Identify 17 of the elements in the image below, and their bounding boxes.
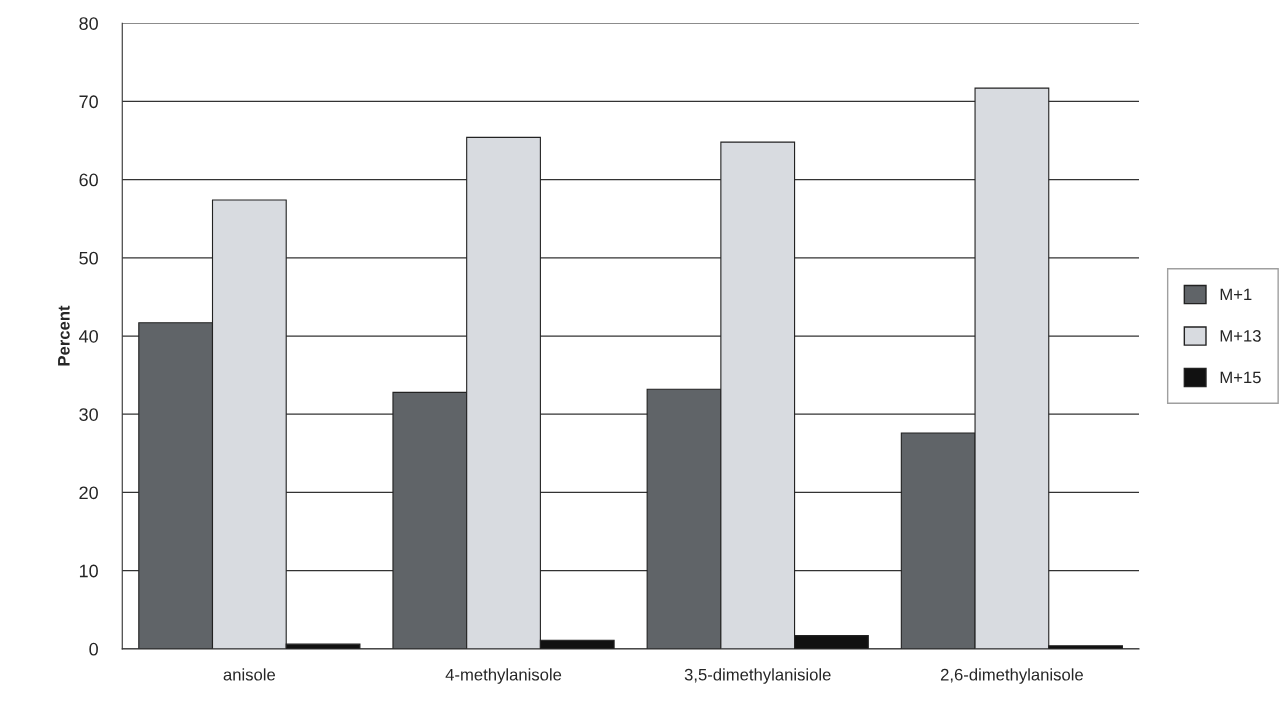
y-tick-label: 30: [79, 408, 98, 421]
y-tick-label: 40: [78, 329, 98, 343]
y-tick-label: 10: [79, 564, 98, 578]
y-tick-label: 20: [79, 486, 98, 500]
legend-label: M+15: [1220, 371, 1261, 384]
x-tick-label: 4-methylanisole: [445, 668, 562, 684]
y-tick-label: 60: [79, 173, 98, 187]
y-axis-title: Percent: [58, 305, 70, 366]
legend-label: M+1: [1220, 288, 1252, 301]
x-tick-label: 2,6-dimethylanisole: [940, 668, 1083, 684]
x-tick-label: anisole: [223, 668, 276, 681]
y-tick-label: 0: [89, 642, 98, 656]
y-tick-label: 80: [79, 17, 98, 30]
x-tick-label: 3,5-dimethylanisiole: [684, 668, 831, 684]
y-tick-label: 50: [79, 251, 98, 265]
y-tick-label: 70: [79, 95, 98, 109]
legend-label: M+13: [1220, 329, 1261, 342]
